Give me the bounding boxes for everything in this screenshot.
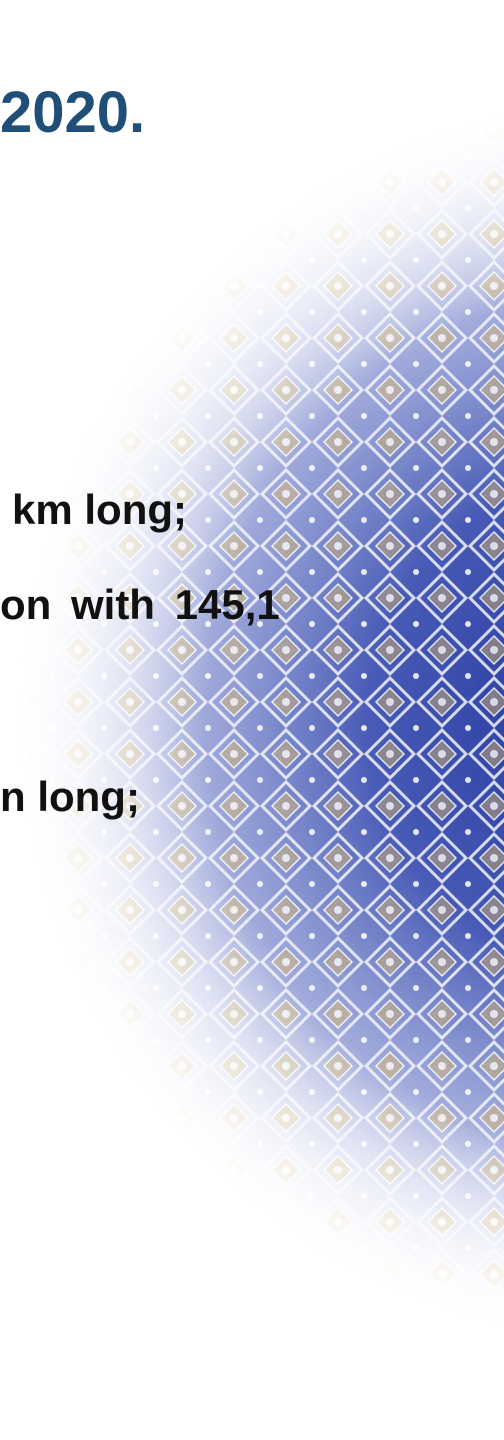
body-line-1: km long; — [12, 486, 187, 533]
body-line-2: on with 145,1 — [0, 581, 280, 628]
body-line-3: n long; — [0, 773, 140, 820]
slide-title: 2020. — [0, 80, 146, 145]
